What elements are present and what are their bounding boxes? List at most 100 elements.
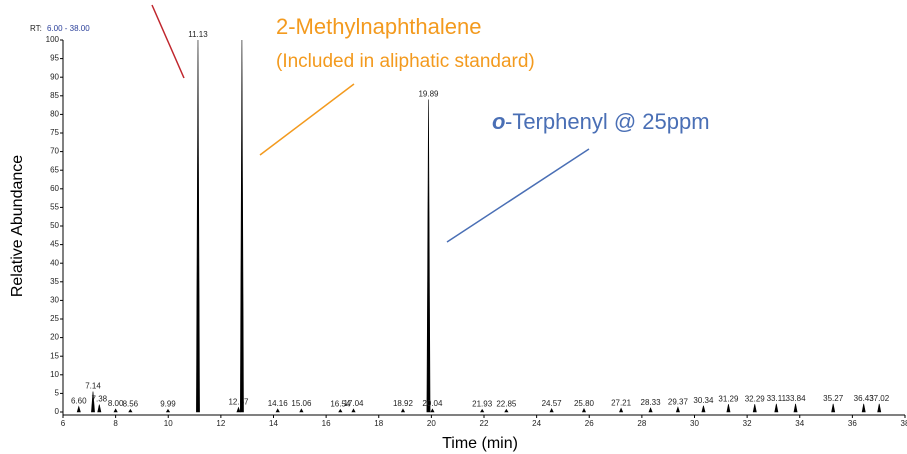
y-tick-label: 40	[50, 258, 59, 267]
peak-label: 12.67	[228, 398, 249, 407]
peak-label: 22.85	[496, 400, 517, 409]
peak	[648, 407, 653, 413]
y-tick-label: 30	[50, 296, 59, 305]
peak	[619, 407, 624, 413]
peak	[338, 408, 343, 413]
x-tick-label: 34	[795, 419, 804, 428]
peak-label: 28.33	[641, 398, 662, 407]
x-tick-label: 14	[269, 419, 278, 428]
peak-label: 16.54	[330, 400, 351, 409]
peak	[504, 408, 509, 413]
peak-label: 7.14	[85, 382, 101, 391]
peak-label: 32.29	[745, 394, 766, 403]
x-tick-label: 10	[164, 419, 173, 428]
x-tick-label: 8	[113, 419, 118, 428]
annotation: o	[492, 109, 505, 134]
peak	[426, 99, 431, 413]
y-tick-label: 10	[50, 370, 59, 379]
peak	[675, 406, 680, 413]
range-label: RT:	[30, 24, 42, 33]
peak	[701, 405, 706, 413]
pointer-line	[446, 148, 590, 243]
y-tick-label: 5	[55, 389, 60, 398]
peak	[877, 403, 882, 413]
peak	[480, 408, 485, 413]
range-value: 6.00 - 38.00	[47, 24, 90, 33]
y-tick-label: 35	[50, 277, 59, 286]
x-tick-label: 24	[532, 419, 541, 428]
peak-label: 24.57	[542, 399, 563, 408]
y-tick-label: 100	[46, 35, 60, 44]
peak	[76, 405, 81, 413]
x-tick-label: 12	[216, 419, 225, 428]
peak-label: 25.80	[574, 399, 595, 408]
y-tick-label: 45	[50, 240, 59, 249]
peak	[299, 408, 304, 413]
peak-label: 11.13	[188, 30, 208, 39]
x-tick-label: 26	[585, 419, 594, 428]
y-tick-label: 65	[50, 165, 59, 174]
peak	[196, 39, 200, 413]
y-tick-label: 20	[50, 333, 59, 342]
peak	[581, 407, 587, 413]
peak-label: 17.04	[343, 399, 364, 408]
peak	[240, 39, 244, 413]
peak	[752, 404, 757, 413]
peak-label: 31.29	[718, 394, 739, 403]
y-tick-label: 90	[50, 72, 59, 81]
peak-label: 19.89	[418, 90, 439, 99]
peak	[774, 403, 779, 413]
x-tick-label: 16	[322, 419, 331, 428]
y-tick-label: 55	[50, 203, 59, 212]
peak	[726, 404, 731, 413]
y-tick-label: 95	[50, 54, 59, 63]
peak-label: 30.34	[693, 396, 714, 405]
peak-label: 6.60	[71, 397, 87, 406]
peak	[113, 408, 118, 413]
y-axis-label: Relative Abundance	[9, 155, 26, 297]
peak	[861, 403, 866, 413]
peak-label: 33.11	[767, 394, 787, 403]
peak-label: 15.06	[291, 399, 312, 408]
peak	[128, 408, 133, 413]
x-tick-label: 18	[374, 419, 383, 428]
y-tick-label: 25	[50, 314, 59, 323]
x-tick-label: 6	[61, 419, 66, 428]
y-tick-label: 70	[50, 147, 59, 156]
y-tick-label: 75	[50, 128, 59, 137]
peak	[165, 408, 171, 413]
peak-label: 8.56	[123, 400, 139, 409]
peak	[351, 408, 356, 413]
annotation: (Included in aliphatic standard)	[276, 51, 535, 72]
y-tick-label: 50	[50, 221, 59, 230]
pointer-line	[259, 83, 355, 156]
peak	[97, 404, 102, 413]
peak-label: 33.84	[786, 394, 807, 403]
y-tick-label: 85	[50, 91, 59, 100]
pointer-line	[151, 4, 185, 79]
peak	[831, 403, 836, 413]
peak-label: 37.02	[869, 394, 890, 403]
peak	[549, 407, 554, 413]
x-tick-label: 32	[743, 419, 752, 428]
peak-label: 7.38	[92, 395, 108, 404]
peak-label: 29.37	[668, 397, 689, 406]
peak-label: 20.04	[422, 399, 443, 408]
peak-label: 27.21	[611, 398, 632, 407]
peak	[400, 408, 406, 413]
x-tick-label: 28	[637, 419, 646, 428]
peak-label: 35.27	[823, 394, 844, 403]
y-tick-label: 0	[55, 407, 60, 416]
y-tick-label: 15	[50, 351, 59, 360]
peak	[236, 406, 241, 413]
x-axis-label: Time (min)	[442, 435, 518, 452]
peak-label: 21.93	[472, 400, 493, 409]
x-tick-label: 38	[901, 419, 907, 428]
peak	[793, 403, 798, 413]
annotation: -Terphenyl @ 25ppm	[505, 109, 710, 134]
peak	[91, 391, 95, 413]
y-tick-label: 60	[50, 184, 59, 193]
peak-label: 14.16	[268, 399, 289, 408]
